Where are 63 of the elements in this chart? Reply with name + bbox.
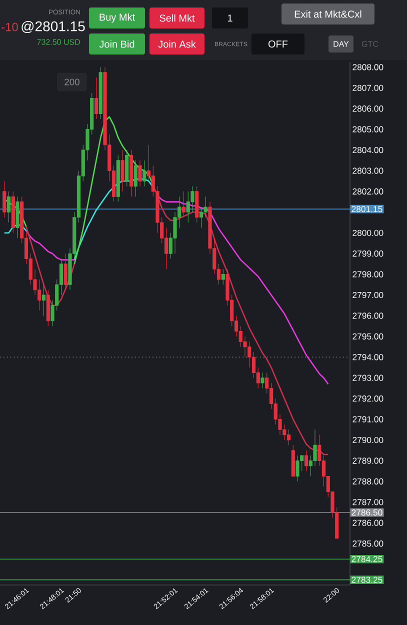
text: GTC (362, 41, 378, 47)
candlestick (16, 196, 20, 238)
y-tick-label: 2797.00 (352, 292, 384, 298)
candlestick (98, 66, 102, 120)
y-tick-label: 2794.00 (352, 354, 384, 360)
candlestick (296, 455, 300, 482)
candlestick (94, 77, 98, 120)
y-tick-label: 2789.00 (352, 458, 384, 464)
text: 732.50 USD (37, 39, 80, 45)
candlestick (120, 150, 124, 192)
y-tick-label: 2787.00 (352, 499, 384, 506)
candlestick (134, 160, 138, 197)
candlestick (46, 290, 50, 326)
candlestick (125, 150, 129, 187)
y-tick-label: 2806.00 (352, 106, 384, 112)
text: Join Ask (158, 40, 196, 48)
y-tick-label: 2788.00 (352, 478, 384, 484)
y-tick-label: 2791.00 (352, 416, 384, 422)
y-tick-label: 2786.00 (352, 520, 384, 526)
candlestick (221, 268, 225, 285)
y-tick-label: 2802.00 (352, 188, 384, 195)
candlestick (291, 444, 295, 477)
text: Exit at Mkt&Cxl (294, 10, 362, 18)
text: Buy Mkt (100, 13, 135, 23)
y-tick-label: 2807.00 (352, 84, 384, 91)
text: DAY (334, 41, 349, 47)
ref-line-label: 2783.25 (352, 576, 382, 583)
candlestick (116, 154, 120, 202)
y-tick-label: 2798.00 (352, 271, 384, 278)
text: -10 (2, 22, 18, 32)
candlestick (6, 191, 11, 223)
y-tick-label: 2805.00 (352, 126, 384, 132)
candlestick (142, 160, 146, 187)
text: Sell Mkt (160, 14, 195, 22)
y-tick-label: 2792.00 (352, 396, 384, 402)
y-tick-label: 2808.00 (352, 64, 384, 70)
ref-line-label: 2786.50 (352, 509, 382, 516)
annotation: 200 (64, 78, 80, 86)
text: 1 (228, 14, 232, 22)
candlestick (42, 284, 46, 316)
ref-line-label: 2784.25 (352, 556, 382, 562)
y-tick-label: 2803.00 (352, 168, 384, 174)
y-tick-label: 2799.00 (352, 250, 384, 257)
y-tick-label: 2796.00 (352, 312, 384, 319)
candlestick (11, 191, 15, 234)
y-tick-label: 2793.00 (352, 374, 384, 381)
ref-line-label: 2801.15 (352, 206, 382, 212)
y-tick-label: 2790.00 (352, 436, 384, 444)
text: Join Bid (99, 40, 134, 48)
candlestick (138, 160, 142, 187)
candlestick (2, 180, 6, 218)
candlestick (304, 450, 308, 472)
text: OFF (268, 40, 288, 48)
y-tick-label: 2804.00 (352, 146, 384, 154)
text: @2801.15 (22, 20, 85, 34)
candlestick (182, 191, 186, 218)
y-tick-label: 2785.00 (352, 540, 384, 547)
candlestick (129, 150, 134, 197)
y-tick-label: 2795.00 (352, 333, 384, 340)
y-tick-label: 2800.00 (352, 230, 384, 236)
candlestick (64, 253, 68, 290)
candlestick (195, 186, 199, 223)
candlestick (260, 372, 264, 388)
